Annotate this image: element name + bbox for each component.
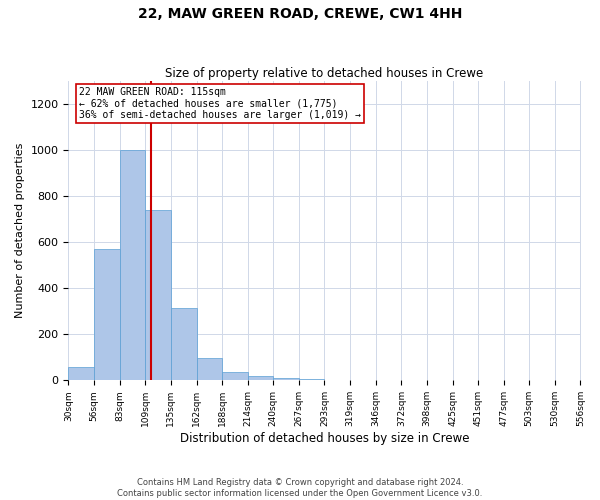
X-axis label: Distribution of detached houses by size in Crewe: Distribution of detached houses by size … <box>180 432 469 445</box>
Bar <box>299 379 325 380</box>
Bar <box>120 150 145 380</box>
Title: Size of property relative to detached houses in Crewe: Size of property relative to detached ho… <box>166 66 484 80</box>
Bar <box>94 249 120 380</box>
Bar <box>197 358 222 380</box>
Bar <box>248 376 273 380</box>
Text: Contains HM Land Registry data © Crown copyright and database right 2024.
Contai: Contains HM Land Registry data © Crown c… <box>118 478 482 498</box>
Y-axis label: Number of detached properties: Number of detached properties <box>15 143 25 318</box>
Bar <box>222 372 248 380</box>
Text: 22 MAW GREEN ROAD: 115sqm
← 62% of detached houses are smaller (1,775)
36% of se: 22 MAW GREEN ROAD: 115sqm ← 62% of detac… <box>79 86 361 120</box>
Bar <box>170 308 197 380</box>
Bar <box>145 210 170 380</box>
Text: 22, MAW GREEN ROAD, CREWE, CW1 4HH: 22, MAW GREEN ROAD, CREWE, CW1 4HH <box>138 8 462 22</box>
Bar <box>68 366 94 380</box>
Bar <box>273 378 299 380</box>
